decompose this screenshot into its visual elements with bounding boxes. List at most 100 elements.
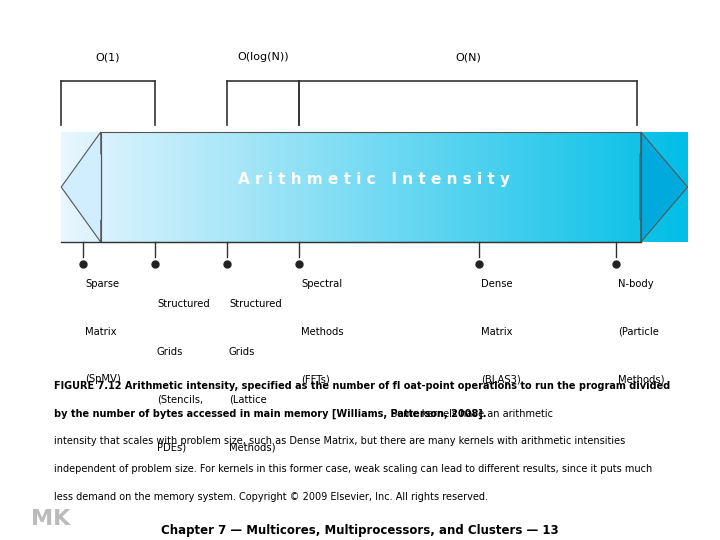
Bar: [284, 132, 287, 242]
Bar: [349, 132, 351, 242]
Bar: [479, 132, 481, 242]
Bar: [323, 132, 324, 242]
Bar: [328, 132, 330, 242]
Bar: [224, 132, 226, 242]
Bar: [335, 132, 337, 242]
Bar: [326, 132, 328, 242]
Bar: [195, 132, 197, 242]
Bar: [99, 132, 101, 242]
Bar: [525, 132, 527, 242]
Bar: [514, 132, 516, 242]
Bar: [364, 132, 366, 242]
Bar: [665, 132, 667, 242]
Bar: [456, 132, 458, 242]
Bar: [143, 132, 145, 242]
Bar: [210, 132, 212, 242]
Bar: [495, 132, 498, 242]
Bar: [458, 132, 460, 242]
Bar: [251, 132, 253, 242]
Bar: [89, 132, 91, 242]
Bar: [571, 132, 573, 242]
Bar: [226, 132, 228, 242]
Bar: [212, 132, 214, 242]
Bar: [151, 132, 153, 242]
Bar: [383, 132, 384, 242]
Text: PDEs): PDEs): [157, 442, 186, 453]
Bar: [107, 132, 109, 242]
Bar: [602, 132, 604, 242]
Bar: [539, 132, 541, 242]
Bar: [577, 132, 579, 242]
Bar: [642, 132, 644, 242]
Bar: [170, 132, 172, 242]
Bar: [145, 132, 147, 242]
Bar: [268, 132, 270, 242]
Bar: [314, 132, 316, 242]
Text: A r i t h m e t i c   I n t e n s i t y: A r i t h m e t i c I n t e n s i t y: [238, 172, 510, 187]
Bar: [546, 132, 548, 242]
Bar: [414, 132, 416, 242]
Bar: [96, 132, 99, 242]
Bar: [216, 132, 217, 242]
Bar: [529, 132, 531, 242]
Bar: [468, 132, 470, 242]
Bar: [66, 132, 68, 242]
Bar: [112, 132, 114, 242]
Bar: [281, 132, 282, 242]
Bar: [72, 132, 73, 242]
Bar: [120, 132, 122, 242]
Bar: [261, 132, 264, 242]
Bar: [70, 132, 72, 242]
Text: Grids: Grids: [157, 347, 184, 357]
Bar: [431, 132, 433, 242]
Bar: [470, 132, 472, 242]
Bar: [613, 132, 614, 242]
Bar: [117, 132, 120, 242]
Bar: [197, 132, 199, 242]
Bar: [564, 132, 567, 242]
Text: O(N): O(N): [455, 52, 481, 62]
Bar: [608, 132, 611, 242]
Bar: [639, 132, 642, 242]
Bar: [201, 132, 203, 242]
Bar: [63, 132, 66, 242]
Bar: [562, 132, 564, 242]
Bar: [627, 132, 629, 242]
Bar: [101, 132, 103, 242]
Bar: [293, 132, 295, 242]
Text: Methods: Methods: [301, 327, 343, 336]
Bar: [504, 132, 506, 242]
Bar: [180, 132, 182, 242]
Bar: [80, 132, 82, 242]
Bar: [249, 132, 251, 242]
Bar: [393, 132, 395, 242]
Bar: [228, 132, 230, 242]
Text: (Stencils,: (Stencils,: [157, 395, 203, 404]
Bar: [389, 132, 391, 242]
Bar: [302, 132, 303, 242]
Bar: [253, 132, 256, 242]
Bar: [274, 132, 276, 242]
Bar: [500, 132, 502, 242]
Polygon shape: [61, 132, 102, 242]
Bar: [437, 132, 439, 242]
Bar: [115, 132, 117, 242]
Bar: [156, 132, 157, 242]
Bar: [295, 132, 297, 242]
Bar: [347, 132, 349, 242]
Bar: [650, 132, 652, 242]
Bar: [508, 132, 510, 242]
Bar: [84, 132, 86, 242]
Bar: [544, 132, 546, 242]
Bar: [477, 132, 479, 242]
Bar: [618, 132, 621, 242]
Bar: [222, 132, 224, 242]
Bar: [395, 132, 397, 242]
Bar: [441, 132, 444, 242]
Bar: [516, 132, 518, 242]
Bar: [460, 132, 462, 242]
Bar: [174, 132, 176, 242]
Text: Matrix: Matrix: [85, 327, 117, 336]
Bar: [324, 132, 326, 242]
Bar: [61, 132, 63, 242]
